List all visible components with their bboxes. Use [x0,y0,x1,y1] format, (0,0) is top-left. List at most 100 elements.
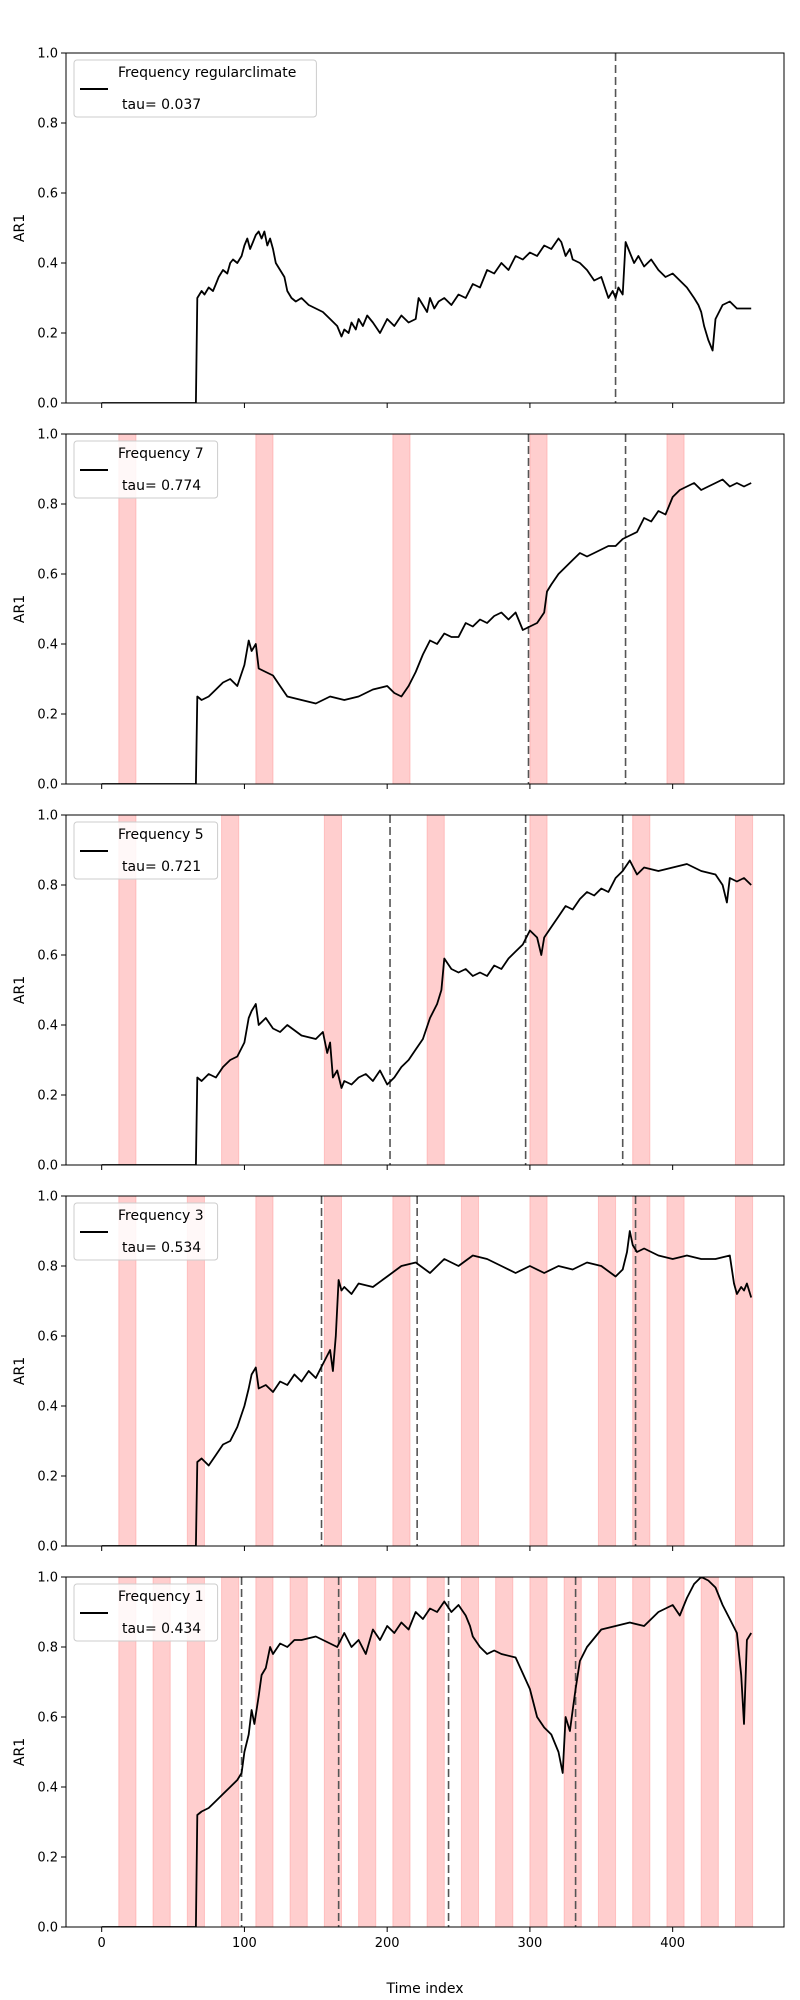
series-line [101,230,752,403]
x-tick-label: 0 [98,1936,106,1951]
y-tick-label: 1.0 [37,47,58,62]
y-tick-label: 1.0 [37,428,58,443]
y-tick-label: 0.6 [37,568,58,583]
shaded-region [529,1576,548,1928]
y-tick-label: 0.8 [37,1260,58,1275]
shaded-region [734,1576,754,1928]
shaded-region [221,814,240,1166]
y-tick-label: 0.4 [37,257,58,272]
legend-series-name: Frequency 5 [118,827,204,843]
axes-frame [65,52,785,404]
axes-frame [65,814,785,1166]
shaded-region [392,1195,411,1547]
y-tick-label: 0.6 [37,187,58,202]
y-tick-label: 1.0 [37,809,58,824]
legend-box [73,59,317,118]
x-tick-label: 100 [232,1936,257,1951]
shaded-region [255,1195,274,1547]
shaded-region [597,1195,617,1547]
legend: Frequency 5 tau= 0.721 [73,821,219,880]
series-line [101,859,752,1165]
y-axis-label: AR1 [12,976,28,1004]
chart-panel-2: 0.0 0.2 0.4 0.6 0.8 1.0 AR1 Frequency 7 tau= 0.7… [12,428,785,793]
shaded-region [255,433,274,785]
legend: Frequency regularclimate tau= 0.037 [73,59,317,118]
y-axis-label: AR1 [12,214,28,242]
y-tick-label: 1.0 [37,1571,58,1586]
x-axis-label: Time index [385,1981,463,1997]
y-tick-label: 1.0 [37,1190,58,1205]
legend-tau: tau= 0.434 [122,1621,201,1637]
y-tick-label: 0.0 [37,1921,58,1936]
axes-frame [65,1576,785,1928]
shaded-region [563,1576,582,1928]
y-tick-label: 0.0 [37,1540,58,1555]
series-line [101,1577,752,1927]
series-line [101,1230,753,1546]
y-tick-label: 0.8 [37,117,58,132]
shaded-region [666,1195,685,1547]
y-tick-label: 0.0 [37,1159,58,1174]
legend-box [73,821,219,880]
y-axis-label: AR1 [12,595,28,623]
legend-tau: tau= 0.534 [122,1240,201,1256]
y-tick-label: 0.6 [37,1330,58,1345]
y-tick-label: 0.8 [37,498,58,513]
legend-box [73,1202,219,1261]
shaded-region [495,1576,514,1928]
y-tick-label: 0.2 [37,1470,58,1485]
shaded-region [529,814,548,1166]
legend-box [73,440,219,499]
chart-panel-3: 0.0 0.2 0.4 0.6 0.8 1.0 AR1 Frequency 5 tau= 0.7… [12,809,785,1174]
x-tick-label: 200 [375,1936,400,1951]
shaded-region [221,1576,240,1928]
y-tick-label: 0.8 [37,879,58,894]
axes-frame [65,1195,785,1547]
shaded-region [289,1576,308,1928]
chart-panel-4: 0.0 0.2 0.4 0.6 0.8 1.0 AR1 Frequency 3 tau= 0.5… [12,1190,785,1555]
y-tick-label: 0.4 [37,638,58,653]
legend-tau: tau= 0.774 [122,478,201,494]
shaded-region [700,1576,719,1928]
legend: Frequency 7 tau= 0.774 [73,440,219,499]
x-tick-label: 300 [518,1936,543,1951]
x-tick-label: 400 [660,1936,685,1951]
legend: Frequency 1 tau= 0.434 [73,1583,219,1642]
legend-series-name: Frequency regularclimate [118,65,296,81]
shaded-region [666,433,685,785]
shaded-region [734,1195,754,1547]
y-tick-label: 0.6 [37,949,58,964]
y-tick-label: 0.2 [37,1851,58,1866]
y-tick-label: 0.2 [37,708,58,723]
shaded-region [460,1576,480,1928]
panels: 0.0 0.2 0.4 0.6 0.8 1.0 AR1 Frequency regularcl… [12,47,785,1951]
y-tick-label: 0.6 [37,1711,58,1726]
shaded-region [666,1576,685,1928]
y-tick-label: 0.2 [37,327,58,342]
legend-box [73,1583,219,1642]
y-tick-label: 0.4 [37,1781,58,1796]
shaded-region [323,814,342,1166]
legend-series-name: Frequency 1 [118,1589,204,1605]
y-axis-label: AR1 [12,1357,28,1385]
shaded-region [529,1195,548,1547]
y-tick-label: 0.2 [37,1089,58,1104]
y-tick-label: 0.8 [37,1641,58,1656]
y-tick-label: 0.0 [37,778,58,793]
shaded-region [460,1195,480,1547]
series-line [101,478,752,784]
legend-tau: tau= 0.037 [122,97,201,113]
y-tick-label: 0.4 [37,1400,58,1415]
legend: Frequency 3 tau= 0.534 [73,1202,219,1261]
shaded-region [734,814,754,1166]
legend-series-name: Frequency 7 [118,446,204,462]
legend-tau: tau= 0.721 [122,859,201,875]
chart-panel-1: 0.0 0.2 0.4 0.6 0.8 1.0 AR1 Frequency regularcl… [12,47,785,412]
shaded-region [392,433,411,785]
y-axis-label: AR1 [12,1738,28,1766]
y-tick-label: 0.4 [37,1019,58,1034]
axes-frame [65,433,785,785]
shaded-region [255,1576,274,1928]
chart-panel-5: 0.0 0.2 0.4 0.6 0.8 1.0 0 100 200 300 400 AR1 Freque… [12,1571,785,1951]
